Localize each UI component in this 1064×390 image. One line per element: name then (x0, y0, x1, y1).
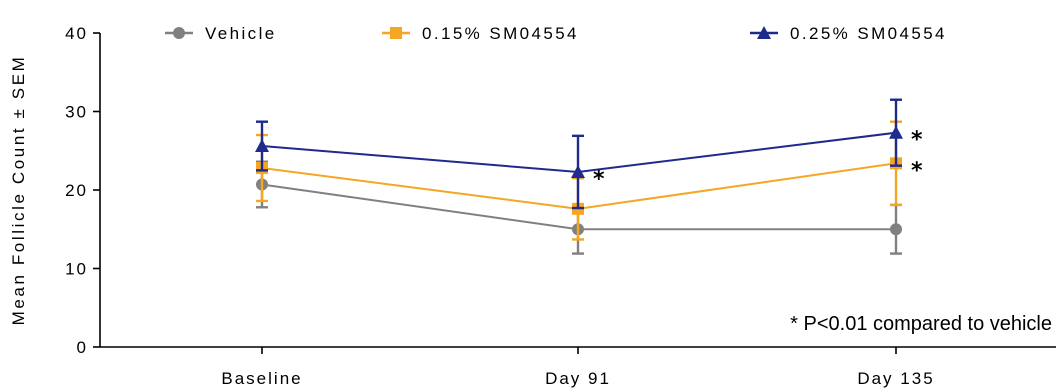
legend-item-1: 0.15% SM04554 (382, 24, 579, 43)
series-2: ** (255, 98, 923, 210)
data-point (889, 125, 903, 139)
significance-marker: * (593, 167, 605, 192)
data-point (571, 164, 585, 178)
y-tick-label: 20 (65, 181, 88, 200)
data-point (255, 139, 269, 153)
data-point (890, 223, 902, 236)
y-tick-label: 40 (65, 24, 88, 43)
legend-item-0: Vehicle (165, 24, 277, 43)
legend-marker (173, 27, 185, 39)
legend-label: 0.15% SM04554 (422, 24, 579, 43)
legend: Vehicle 0.15% SM04554 0.25% SM04554 (165, 24, 947, 43)
legend-marker (757, 26, 771, 39)
series-1: * (256, 120, 923, 241)
significance-note: * P<0.01 compared to vehicle (790, 313, 1052, 335)
legend-marker (390, 27, 402, 39)
legend-label: 0.25% SM04554 (790, 24, 947, 43)
legend-item-2: 0.25% SM04554 (750, 24, 947, 43)
y-tick-label: 30 (65, 103, 88, 122)
x-tick-label: Baseline (221, 369, 302, 388)
legend-label: Vehicle (205, 24, 277, 43)
axes: 0 10 20 30 40 Baseline Day 91 Day 135 Mean Folli… (9, 24, 1056, 388)
significance-marker: * (911, 128, 923, 153)
y-tick-label: 0 (77, 338, 88, 357)
series-layer: *** (255, 98, 923, 255)
x-tick-label: Day 135 (857, 369, 934, 388)
y-axis-title: Mean Follicle Count ± SEM (9, 55, 28, 326)
x-tick-label: Day 91 (545, 369, 611, 388)
significance-marker: * (911, 158, 923, 183)
y-tick-label: 10 (65, 260, 88, 279)
